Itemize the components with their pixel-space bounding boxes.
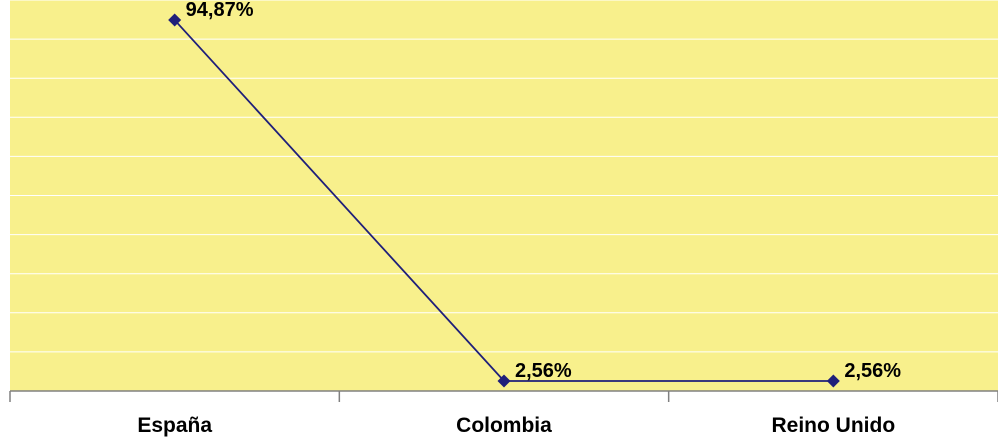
data-point-marker xyxy=(826,374,840,388)
data-point-marker xyxy=(497,374,511,388)
data-label: 2,56% xyxy=(844,360,901,382)
data-label: 94,87% xyxy=(186,0,254,21)
x-tick-label: España xyxy=(137,414,212,437)
x-tick-label: Colombia xyxy=(456,414,552,437)
series-markers xyxy=(168,13,840,388)
data-point-marker xyxy=(168,13,182,27)
data-labels: 94,87% 2,56% 2,56% xyxy=(186,0,902,382)
x-tick-label: Reino Unido xyxy=(772,414,896,437)
x-axis xyxy=(9,390,998,402)
gridlines xyxy=(10,0,998,353)
category-labels: España Colombia Reino Unido xyxy=(137,414,895,437)
data-label: 2,56% xyxy=(515,360,572,382)
